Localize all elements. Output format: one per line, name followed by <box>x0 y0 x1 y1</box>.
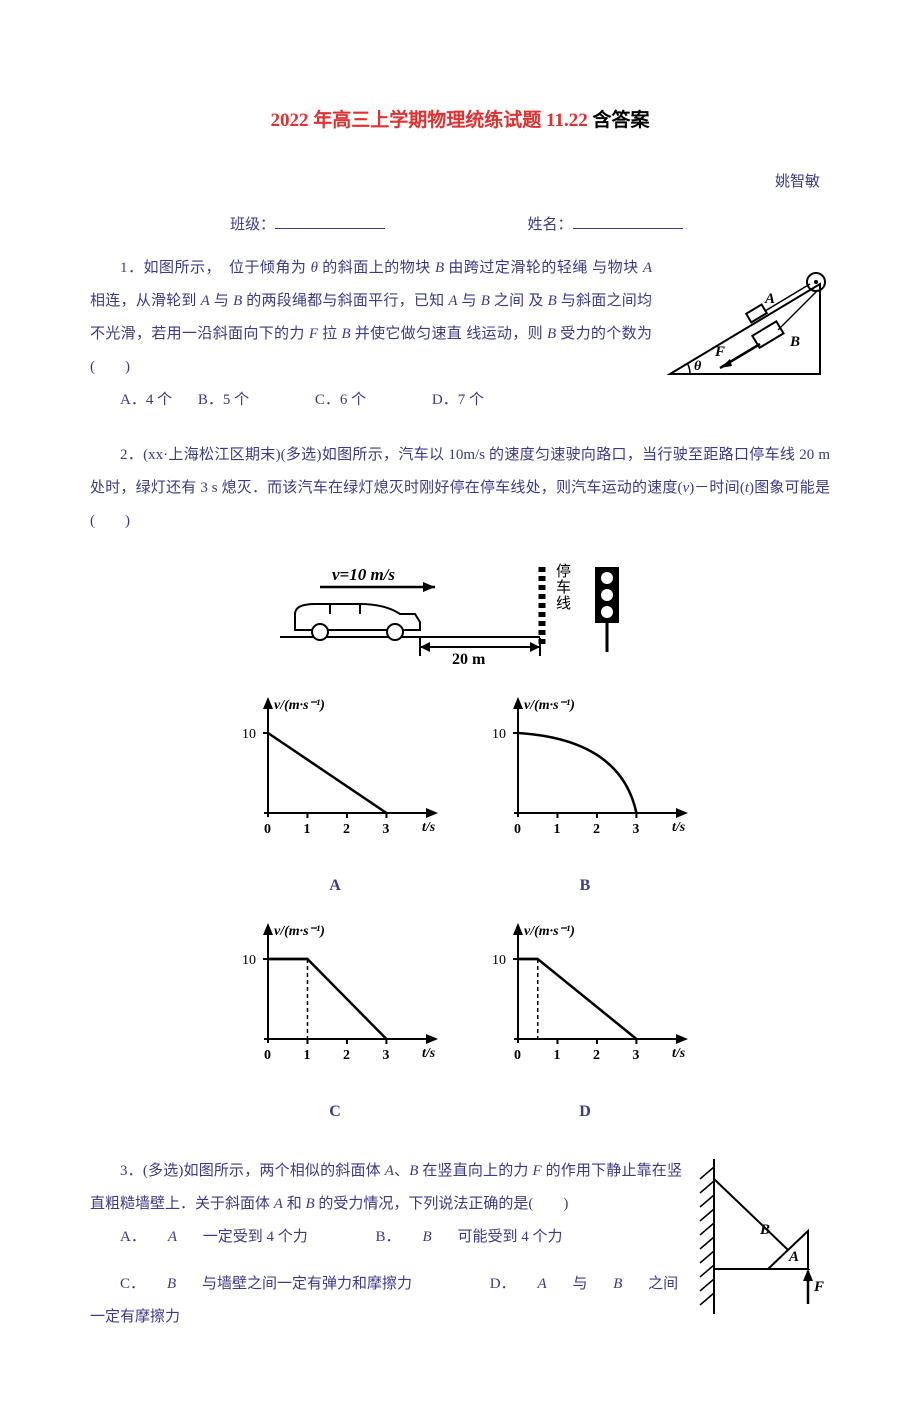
q3-fig-A: A <box>788 1249 799 1265</box>
svg-text:3: 3 <box>382 1048 389 1063</box>
svg-text:10: 10 <box>242 953 256 968</box>
q2-top-figure: v=10 m/s 20 m 停车线 v/(m·s⁻¹)t/s100123A <box>220 552 700 1137</box>
q1-opt-d: D．7 个 <box>432 392 484 408</box>
svg-text:t/s: t/s <box>672 1046 686 1061</box>
q3-fig-B: B <box>759 1222 770 1238</box>
svg-text:0: 0 <box>264 1048 271 1063</box>
name-label: 姓名： <box>528 217 573 233</box>
q3-fig-F: F <box>813 1279 824 1295</box>
q2-v-label: v=10 m/s <box>332 565 395 584</box>
chart-D: v/(m·s⁻¹)t/s100123D <box>470 911 700 1129</box>
chart-B: v/(m·s⁻¹)t/s100123B <box>470 685 700 903</box>
q1-opt-a: A．4 个 <box>120 392 172 408</box>
q2-stop-label: 停车线 <box>556 563 571 612</box>
q2-text: 2．(xx·上海松江区期末)(多选)如图所示，汽车以 10m/s 的速度匀速驶向… <box>90 439 830 538</box>
name-blank[interactable] <box>573 212 683 229</box>
title-red: 2022 年高三上学期物理统练试题 11.22 <box>271 110 588 131</box>
author-name: 姚智敏 <box>90 166 830 199</box>
svg-text:10: 10 <box>492 727 506 742</box>
q2-dist-label: 20 m <box>452 651 486 668</box>
q3-text: 3．(多选)如图所示，两个相似的斜面体 A、B 在竖直向上的力 F 的作用下静止… <box>90 1155 830 1221</box>
svg-text:1: 1 <box>303 822 310 837</box>
form-row: 班级： 姓名： <box>90 209 830 242</box>
q3-opt-c: C．B 与墙壁之间一定有弹力和摩擦力 <box>120 1276 434 1292</box>
svg-text:3: 3 <box>632 822 639 837</box>
q1-text: 1．如图所示， 位于倾角为 θ 的斜面上的物块 B 由跨过定滑轮的轻绳 与物块 … <box>90 252 830 384</box>
svg-text:v/(m·s⁻¹): v/(m·s⁻¹) <box>524 698 575 713</box>
svg-text:2: 2 <box>343 1048 350 1063</box>
svg-text:2: 2 <box>593 1048 600 1063</box>
q3-opt-b: B．B 可能受到 4 个力 <box>376 1229 585 1245</box>
svg-text:2: 2 <box>593 822 600 837</box>
svg-text:1: 1 <box>303 1048 310 1063</box>
class-label: 班级： <box>230 217 275 233</box>
svg-text:v/(m·s⁻¹): v/(m·s⁻¹) <box>274 924 325 939</box>
question-2: 2．(xx·上海松江区期末)(多选)如图所示，汽车以 10m/s 的速度匀速驶向… <box>90 439 830 538</box>
q2-charts: v/(m·s⁻¹)t/s100123A v/(m·s⁻¹)t/s100123B … <box>220 685 700 1137</box>
chart-C: v/(m·s⁻¹)t/s100123C <box>220 911 450 1129</box>
svg-text:0: 0 <box>514 822 521 837</box>
svg-text:v/(m·s⁻¹): v/(m·s⁻¹) <box>524 924 575 939</box>
svg-text:v/(m·s⁻¹): v/(m·s⁻¹) <box>274 698 325 713</box>
page-title: 2022 年高三上学期物理统练试题 11.22 含答案 <box>90 100 830 142</box>
question-1: A B F θ 1．如图所示， 位于倾角为 θ 的斜面上的物块 B 由跨过定滑轮… <box>90 252 830 431</box>
svg-text:0: 0 <box>264 822 271 837</box>
svg-text:10: 10 <box>242 727 256 742</box>
svg-text:10: 10 <box>492 953 506 968</box>
svg-text:3: 3 <box>382 822 389 837</box>
q1-options: A．4 个 B．5 个 C．6 个 D．7 个 <box>90 384 830 417</box>
svg-text:1: 1 <box>553 822 560 837</box>
title-black: 含答案 <box>588 110 650 131</box>
svg-text:3: 3 <box>632 1048 639 1063</box>
class-blank[interactable] <box>275 212 385 229</box>
svg-text:0: 0 <box>514 1048 521 1063</box>
svg-text:t/s: t/s <box>422 820 436 835</box>
q3-opt-a: A．A 一定受到 4 个力 <box>120 1229 330 1245</box>
chart-A: v/(m·s⁻¹)t/s100123A <box>220 685 450 903</box>
form-spacer <box>389 217 524 233</box>
svg-text:2: 2 <box>343 822 350 837</box>
svg-text:t/s: t/s <box>422 1046 436 1061</box>
question-3: B A F 3．(多选)如图所示，两个相似的斜面体 A、B 在竖直向上的力 F … <box>90 1155 830 1348</box>
q1-opt-b: B．5 个 <box>198 392 249 408</box>
svg-text:t/s: t/s <box>672 820 686 835</box>
q1-opt-c: C．6 个 <box>315 392 366 408</box>
svg-text:1: 1 <box>553 1048 560 1063</box>
